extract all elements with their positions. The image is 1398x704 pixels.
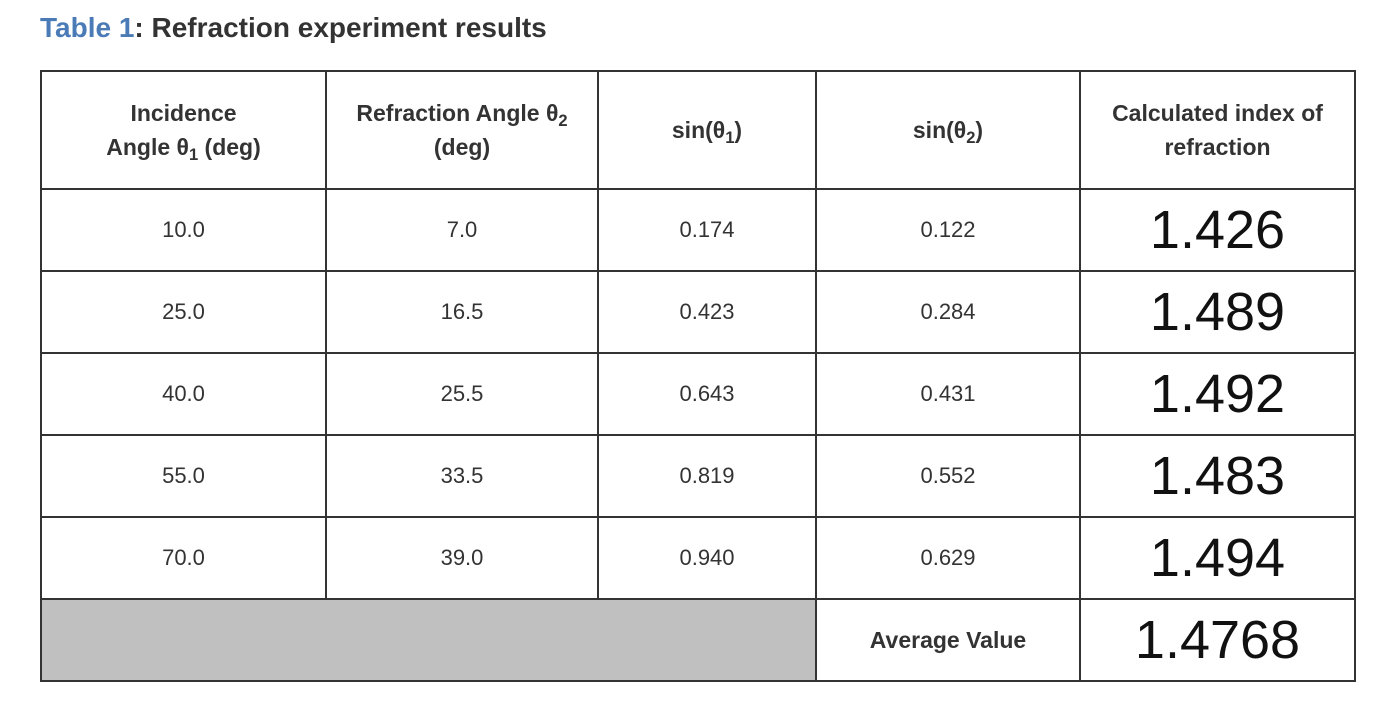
cell-index: 1.494 [1079,516,1356,600]
cell-sin2: 0.629 [815,516,1081,600]
cell-sin2: 0.284 [815,270,1081,354]
cell-index: 1.483 [1079,434,1356,518]
cell-sin1: 0.423 [597,270,817,354]
cell-index: 1.492 [1079,352,1356,436]
table-row: 55.0 33.5 0.819 0.552 1.483 [40,434,1356,518]
header-refraction-angle: Refraction Angle θ2 (deg) [325,70,599,190]
cell-index: 1.426 [1079,188,1356,272]
table-row: 70.0 39.0 0.940 0.629 1.494 [40,516,1356,600]
table-row: 25.0 16.5 0.423 0.284 1.489 [40,270,1356,354]
table-caption-text: : Refraction experiment results [134,12,547,43]
cell-incidence: 25.0 [40,270,327,354]
empty-gray-cell [40,598,817,682]
cell-incidence: 10.0 [40,188,327,272]
table-caption: Table 1: Refraction experiment results [40,8,547,48]
cell-sin2: 0.431 [815,352,1081,436]
header-sin-theta2: sin(θ2) [815,70,1081,190]
table-header-row: Incidence Angle θ1 (deg) Refraction Angl… [40,70,1356,190]
summary-row: Average Value 1.4768 [40,598,1356,682]
results-table: Incidence Angle θ1 (deg) Refraction Angl… [40,70,1356,682]
cell-incidence: 55.0 [40,434,327,518]
cell-refraction: 33.5 [325,434,599,518]
cell-refraction: 16.5 [325,270,599,354]
cell-sin1: 0.643 [597,352,817,436]
cell-refraction: 39.0 [325,516,599,600]
header-incidence-angle: Incidence Angle θ1 (deg) [40,70,327,190]
average-value: 1.4768 [1079,598,1356,682]
cell-sin1: 0.940 [597,516,817,600]
cell-sin1: 0.819 [597,434,817,518]
cell-index: 1.489 [1079,270,1356,354]
cell-refraction: 7.0 [325,188,599,272]
cell-sin2: 0.122 [815,188,1081,272]
table-caption-label: Table 1 [40,12,135,43]
header-calculated-index: Calculated index of refraction [1079,70,1356,190]
cell-refraction: 25.5 [325,352,599,436]
cell-sin2: 0.552 [815,434,1081,518]
cell-incidence: 40.0 [40,352,327,436]
average-value-label: Average Value [815,598,1081,682]
table-row: 40.0 25.5 0.643 0.431 1.492 [40,352,1356,436]
header-sin-theta1: sin(θ1) [597,70,817,190]
cell-sin1: 0.174 [597,188,817,272]
cell-incidence: 70.0 [40,516,327,600]
table-row: 10.0 7.0 0.174 0.122 1.426 [40,188,1356,272]
